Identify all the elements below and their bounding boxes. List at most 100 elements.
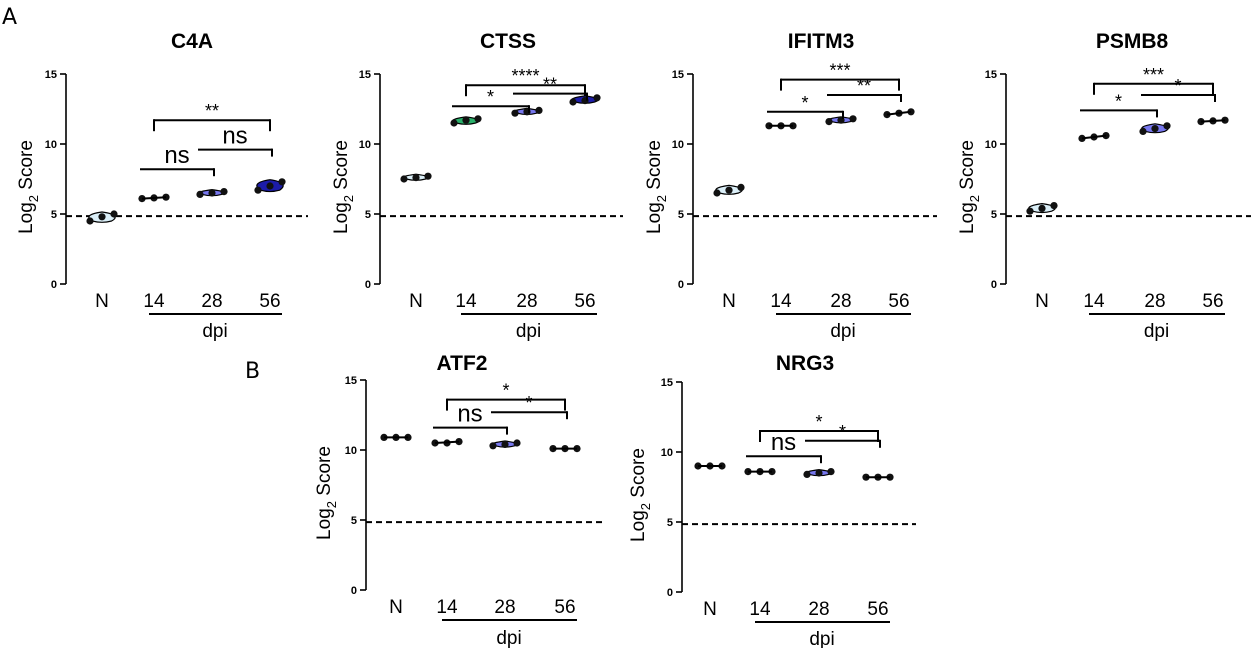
x-category-label: N	[722, 291, 736, 312]
chart-title: ATF2	[437, 352, 488, 375]
y-axis-label: Log2 Score	[644, 140, 669, 234]
data-point	[110, 210, 118, 218]
significance-label: **	[205, 101, 219, 121]
x-category-label: 56	[574, 291, 595, 312]
x-category-label: 28	[516, 291, 537, 312]
data-point	[162, 193, 170, 201]
significance-label: ns	[164, 142, 189, 169]
chart-title: CTSS	[480, 30, 536, 53]
data-point	[815, 469, 823, 477]
data-point	[1151, 125, 1159, 133]
significance-label: *	[487, 87, 494, 107]
significance-label: *	[502, 381, 509, 401]
y-tick-label: 5	[365, 209, 371, 221]
y-tick-label: 10	[45, 139, 57, 151]
x-category-label: 28	[808, 599, 829, 620]
data-point	[803, 470, 811, 478]
panel-label-a: A	[2, 5, 17, 30]
data-point	[400, 175, 408, 183]
significance-label: ***	[1143, 65, 1164, 85]
y-tick-label: 15	[359, 69, 371, 81]
x-category-label: 56	[867, 599, 888, 620]
significance-label: *	[525, 393, 532, 413]
x-category-label: 56	[1202, 291, 1223, 312]
y-tick-label: 15	[672, 69, 684, 81]
x-category-label: 56	[888, 291, 909, 312]
y-axis-label: Log2 Score	[331, 140, 356, 234]
x-category-label: N	[703, 599, 717, 620]
group-line	[141, 196, 167, 200]
chart-title: IFITM3	[788, 30, 855, 53]
y-tick-label: 10	[661, 447, 673, 459]
x-category-label: N	[95, 291, 109, 312]
significance-label: ****	[511, 66, 539, 86]
data-point	[86, 217, 94, 225]
y-tick-label: 5	[51, 209, 57, 221]
significance-label: *	[815, 412, 822, 432]
y-tick-label: 0	[351, 585, 357, 597]
dpi-group-label: dpi	[1144, 321, 1169, 342]
data-point	[220, 188, 228, 196]
y-tick-label: 0	[51, 279, 57, 291]
data-point	[412, 174, 420, 182]
data-point	[424, 172, 432, 180]
significance-label: **	[543, 75, 557, 95]
data-point	[825, 118, 833, 126]
data-point	[278, 178, 286, 186]
data-point	[450, 119, 458, 127]
dpi-group-label: dpi	[496, 628, 521, 648]
y-tick-label: 10	[672, 139, 684, 151]
significance-label: ns	[222, 123, 247, 150]
significance-label: *	[1174, 76, 1181, 96]
y-axis-label: Log2 Score	[957, 140, 982, 234]
dpi-group-label: dpi	[809, 629, 834, 648]
group-line	[1081, 134, 1107, 140]
group-line	[434, 440, 460, 444]
y-tick-label: 15	[661, 377, 673, 389]
x-category-label: 28	[494, 597, 515, 618]
data-point	[737, 183, 745, 191]
y-axis-label: Log2 Score	[16, 140, 41, 234]
panel-label-b: B	[245, 359, 260, 384]
y-tick-label: 15	[45, 69, 57, 81]
significance-label: ns	[457, 401, 482, 428]
x-category-label: N	[389, 597, 403, 618]
chart-atf2: ATF2 0 5 10 15 Log2 Score N 14 28 56 dpi * ns *	[314, 352, 603, 648]
data-point	[513, 439, 521, 447]
x-category-label: N	[1035, 291, 1049, 312]
significance-label: *	[801, 93, 808, 113]
x-category-label: 14	[770, 291, 792, 312]
data-point	[196, 190, 204, 198]
data-point	[593, 94, 601, 102]
x-category-label: 28	[1144, 291, 1165, 312]
data-point	[208, 189, 216, 197]
data-point	[1038, 204, 1046, 212]
data-point	[535, 106, 543, 114]
y-tick-label: 10	[985, 139, 997, 151]
group-line	[1200, 119, 1226, 123]
x-category-label: N	[409, 291, 423, 312]
chart-nrg3: NRG3 0 5 10 15 Log2 Score N 14 28 56 dpi * ns *	[628, 352, 916, 648]
data-point	[511, 109, 519, 117]
significance-label: ***	[829, 61, 850, 81]
dpi-group-label: dpi	[830, 321, 855, 342]
x-category-label: 14	[749, 599, 771, 620]
data-point	[266, 182, 274, 190]
y-tick-label: 10	[359, 139, 371, 151]
data-point	[849, 115, 857, 123]
data-point	[1050, 202, 1058, 210]
x-category-label: 14	[455, 291, 477, 312]
data-point	[713, 189, 721, 197]
x-category-label: 14	[1083, 291, 1105, 312]
x-category-label: 56	[259, 291, 280, 312]
x-category-label: 14	[143, 291, 165, 312]
y-tick-label: 5	[351, 515, 357, 527]
x-category-label: 28	[830, 291, 851, 312]
y-tick-label: 15	[985, 69, 997, 81]
data-point	[254, 186, 262, 194]
y-tick-label: 5	[991, 209, 997, 221]
